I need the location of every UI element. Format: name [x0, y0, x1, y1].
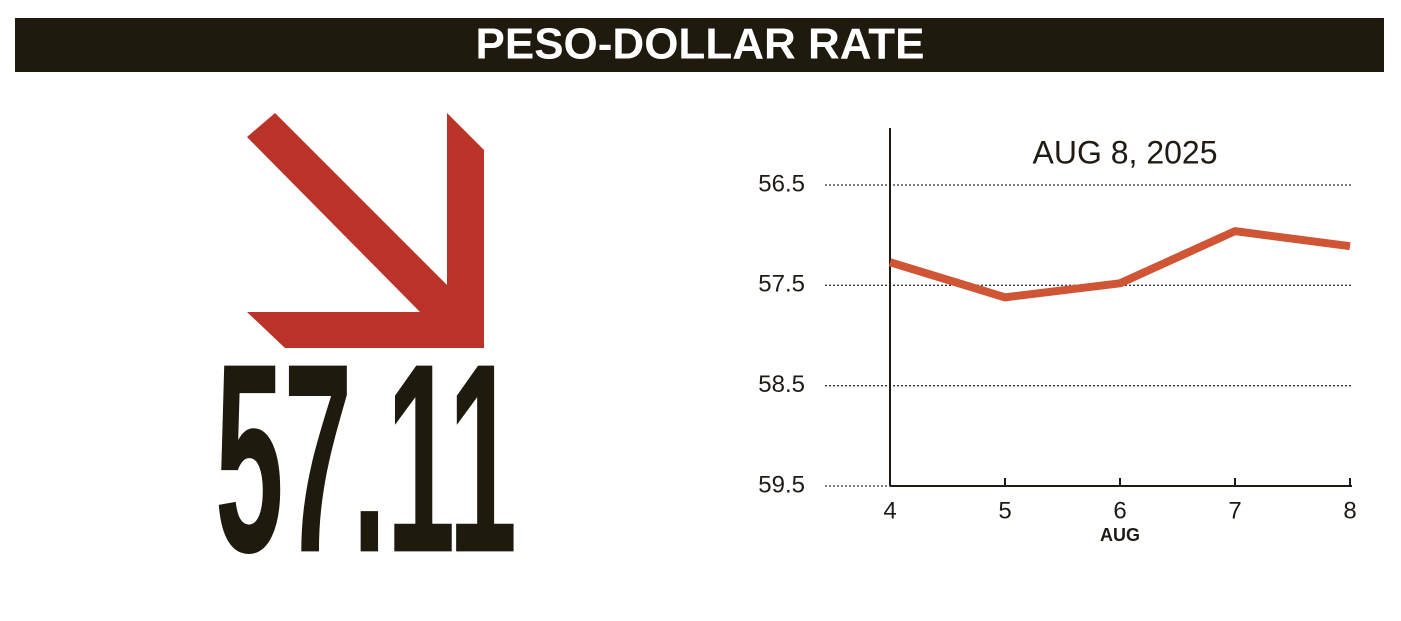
header-title: PESO-DOLLAR RATE: [476, 20, 925, 69]
x-tick-label: 5: [998, 497, 1011, 524]
down-arrow: [247, 113, 484, 348]
header-bar: [15, 18, 1384, 72]
y-tick-label: 58.5: [758, 371, 805, 398]
x-tick-label: 7: [1228, 497, 1241, 524]
headline-value: 57.11: [215, 308, 517, 609]
x-tick-label: 6: [1113, 497, 1126, 524]
series-line: [888, 227, 1351, 302]
y-tick-label: 56.5: [758, 170, 805, 197]
x-tick-label: 4: [883, 497, 896, 524]
chart-title: AUG 8, 2025: [1033, 134, 1218, 170]
x-tick-label: 8: [1343, 497, 1356, 524]
y-tick-label: 57.5: [758, 271, 805, 298]
y-tick-label: 59.5: [758, 471, 805, 498]
x-axis-label: AUG: [1100, 525, 1140, 545]
